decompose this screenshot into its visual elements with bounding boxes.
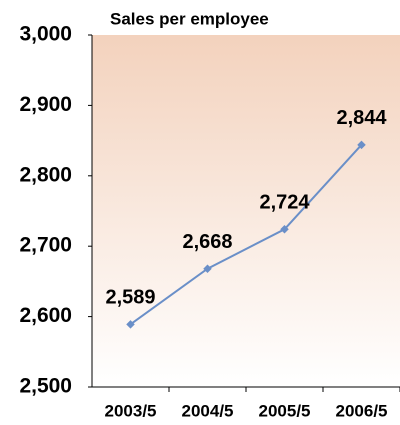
- x-tick-label: 2006/5: [336, 401, 388, 420]
- y-tick-label: 3,000: [19, 23, 72, 46]
- data-point: [280, 225, 289, 234]
- data-label: 2,724: [259, 192, 310, 214]
- data-label: 2,668: [182, 231, 232, 253]
- chart-title: Sales per employee: [110, 9, 269, 28]
- plot-area: [92, 35, 400, 387]
- data-line: [129, 144, 363, 326]
- data-label: 2,589: [105, 287, 155, 309]
- y-tick-label: 2,800: [19, 163, 72, 186]
- x-tick-label: 2003/5: [105, 401, 157, 420]
- data-label: 2,844: [336, 107, 387, 129]
- y-tick-label: 2,900: [19, 93, 72, 116]
- y-tick-label: 2,700: [19, 234, 72, 257]
- y-tick-label: 2,500: [19, 375, 72, 398]
- x-tick-label: 2005/5: [259, 401, 311, 420]
- data-point: [357, 140, 366, 150]
- y-tick-label: 2,600: [19, 304, 72, 327]
- data-point: [203, 264, 212, 273]
- x-tick-label: 2004/5: [182, 401, 234, 420]
- data-point: [126, 320, 135, 329]
